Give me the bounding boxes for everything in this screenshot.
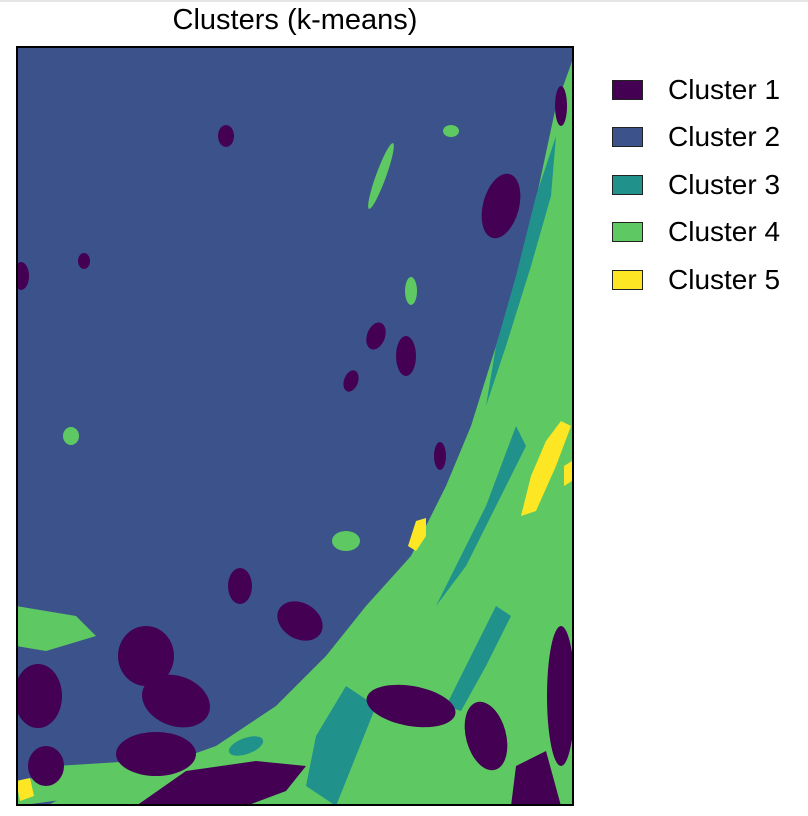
cluster-3-region xyxy=(228,736,264,756)
map-frame xyxy=(16,46,574,806)
cluster-1-region xyxy=(434,442,446,470)
legend-swatch-cluster-3 xyxy=(612,174,643,195)
legend-item-cluster-3: Cluster 3 xyxy=(612,161,780,209)
cluster-1-region xyxy=(555,86,567,126)
cluster-1-region xyxy=(396,336,416,376)
cluster-1-region xyxy=(343,370,359,392)
cluster-3-region xyxy=(486,136,556,406)
cluster-4-region xyxy=(63,427,79,445)
cluster-1-region xyxy=(464,701,508,771)
cluster-4-region xyxy=(332,531,360,551)
legend-swatch-cluster-1 xyxy=(612,79,643,100)
cluster-4-region xyxy=(16,606,96,651)
top-rule xyxy=(0,0,808,2)
cluster-4-region xyxy=(368,143,394,209)
legend-label-cluster-3: Cluster 3 xyxy=(668,168,781,200)
cluster-1-region xyxy=(218,125,234,147)
legend-label-cluster-5: Cluster 5 xyxy=(668,263,781,295)
cluster-1-region xyxy=(366,684,456,728)
cluster-1-region xyxy=(228,568,252,604)
cluster-5-region xyxy=(408,518,426,551)
cluster-1-region xyxy=(28,746,64,786)
legend-item-cluster-2: Cluster 2 xyxy=(612,114,780,162)
legend-swatch-cluster-5 xyxy=(612,269,643,290)
cluster-5-region xyxy=(16,778,34,801)
cluster-4-region xyxy=(443,125,459,137)
cluster-3-region xyxy=(436,426,526,606)
cluster-1-region xyxy=(547,626,574,766)
legend-label-cluster-4: Cluster 4 xyxy=(668,216,781,248)
cluster-1-region xyxy=(78,253,90,269)
cluster-map xyxy=(16,46,574,806)
cluster-5-region xyxy=(521,421,571,516)
cluster-1-region xyxy=(366,322,386,350)
cluster-1-region xyxy=(142,674,210,728)
legend-swatch-cluster-2 xyxy=(612,127,643,148)
legend-label-cluster-1: Cluster 1 xyxy=(668,73,781,105)
cluster-1-region xyxy=(16,664,62,728)
legend-item-cluster-1: Cluster 1 xyxy=(612,66,780,114)
legend-item-cluster-5: Cluster 5 xyxy=(612,256,780,304)
legend-label-cluster-2: Cluster 2 xyxy=(668,121,781,153)
cluster-3-region xyxy=(306,686,376,806)
cluster-3-region xyxy=(446,606,511,711)
cluster-1-region xyxy=(481,173,521,239)
cluster-1-region xyxy=(118,626,174,686)
cluster-1-region xyxy=(16,262,29,290)
cluster-5-region xyxy=(564,461,572,486)
cluster-4-region xyxy=(405,277,417,305)
cluster-4-region xyxy=(46,56,574,806)
chart-title: Clusters (k-means) xyxy=(172,4,418,36)
cluster-1-region xyxy=(136,761,306,806)
legend-item-cluster-4: Cluster 4 xyxy=(612,209,780,257)
legend-swatch-cluster-4 xyxy=(612,222,643,243)
cluster-1-region xyxy=(116,732,196,776)
legend: Cluster 1 Cluster 2 Cluster 3 Cluster 4 … xyxy=(612,66,780,304)
cluster-1-region xyxy=(277,601,323,641)
cluster-1-region xyxy=(511,751,561,806)
